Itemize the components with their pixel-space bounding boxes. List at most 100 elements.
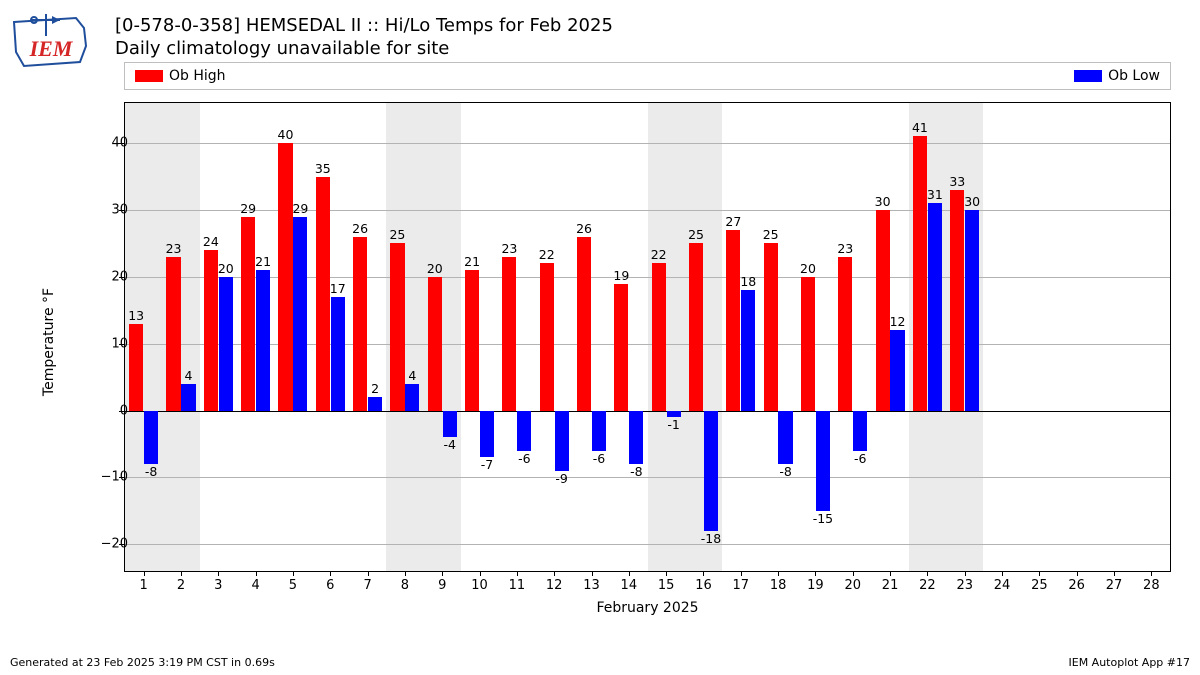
x-tickmark xyxy=(1114,571,1115,576)
bar-high-label: 20 xyxy=(800,261,816,276)
x-tick-label: 3 xyxy=(214,578,222,593)
x-tickmark xyxy=(442,571,443,576)
bar-high xyxy=(689,243,703,410)
bar-high xyxy=(316,177,330,411)
x-tickmark xyxy=(629,571,630,576)
x-tick-label: 21 xyxy=(882,578,899,593)
x-tickmark xyxy=(815,571,816,576)
bar-low xyxy=(517,411,531,451)
bar-low-label: 29 xyxy=(292,201,308,216)
bar-high xyxy=(353,237,367,411)
x-tick-label: 25 xyxy=(1031,578,1048,593)
bar-low-label: 31 xyxy=(927,187,943,202)
bar-low-label: 4 xyxy=(184,368,192,383)
bar-low xyxy=(890,330,904,410)
y-tick-label: 0 xyxy=(78,403,128,418)
bar-high xyxy=(465,270,479,410)
bar-low-label: 17 xyxy=(330,281,346,296)
x-tickmark xyxy=(778,571,779,576)
legend-swatch-high xyxy=(135,70,163,82)
bar-low-label: 21 xyxy=(255,254,271,269)
x-tick-label: 20 xyxy=(844,578,861,593)
x-tick-label: 5 xyxy=(289,578,297,593)
x-tickmark xyxy=(1151,571,1152,576)
bar-high-label: 33 xyxy=(949,174,965,189)
bar-high xyxy=(764,243,778,410)
bar-low xyxy=(928,203,942,410)
x-tick-label: 6 xyxy=(326,578,334,593)
bar-high xyxy=(204,250,218,410)
x-tickmark xyxy=(592,571,593,576)
bar-high-label: 35 xyxy=(315,161,331,176)
x-tick-label: 8 xyxy=(401,578,409,593)
bar-high-label: 25 xyxy=(389,227,405,242)
x-tickmark xyxy=(853,571,854,576)
y-axis-label: Temperature °F xyxy=(41,288,57,396)
x-tickmark xyxy=(256,571,257,576)
bar-high-label: 23 xyxy=(837,241,853,256)
logo-text: IEM xyxy=(29,36,74,61)
x-tickmark xyxy=(405,571,406,576)
bar-high-label: 23 xyxy=(501,241,517,256)
bar-low xyxy=(741,290,755,410)
x-tick-label: 10 xyxy=(471,578,488,593)
x-tick-label: 19 xyxy=(807,578,824,593)
y-tick-label: 10 xyxy=(78,336,128,351)
x-tick-label: 13 xyxy=(583,578,600,593)
x-tick-label: 7 xyxy=(363,578,371,593)
bar-high xyxy=(801,277,815,411)
bar-high-label: 26 xyxy=(576,221,592,236)
page: IEM [0-578-0-358] HEMSEDAL II :: Hi/Lo T… xyxy=(0,0,1200,675)
x-tickmark xyxy=(480,571,481,576)
bar-high xyxy=(540,263,554,410)
bar-low xyxy=(480,411,494,458)
bar-low xyxy=(181,384,195,411)
bar-low xyxy=(219,277,233,411)
x-tick-label: 23 xyxy=(956,578,973,593)
bar-high xyxy=(838,257,852,411)
x-tick-label: 11 xyxy=(509,578,526,593)
x-tick-label: 24 xyxy=(994,578,1011,593)
iem-logo: IEM xyxy=(6,6,96,76)
bar-high xyxy=(577,237,591,411)
bar-low-label: 20 xyxy=(218,261,234,276)
bar-low-label: 2 xyxy=(371,381,379,396)
title-line-2: Daily climatology unavailable for site xyxy=(115,37,613,60)
bar-low-label: -9 xyxy=(555,471,567,486)
y-tick-label: 20 xyxy=(78,269,128,284)
bar-low-label: -6 xyxy=(854,451,866,466)
axes: 13-8234242029214029351726225420-421-723-… xyxy=(124,102,1171,572)
x-tickmark xyxy=(965,571,966,576)
x-tick-label: 26 xyxy=(1068,578,1085,593)
bar-low-label: -8 xyxy=(779,464,791,479)
bar-high xyxy=(166,257,180,411)
bar-high-label: 22 xyxy=(539,247,555,262)
bar-low xyxy=(368,397,382,410)
bar-low xyxy=(704,411,718,531)
bar-low xyxy=(853,411,867,451)
bar-low-label: -1 xyxy=(667,417,679,432)
chart-title: [0-578-0-358] HEMSEDAL II :: Hi/Lo Temps… xyxy=(115,14,613,61)
x-tick-label: 12 xyxy=(546,578,563,593)
bar-low xyxy=(331,297,345,411)
x-tick-label: 17 xyxy=(733,578,750,593)
bar-high xyxy=(950,190,964,411)
x-tickmark xyxy=(368,571,369,576)
x-tick-label: 4 xyxy=(251,578,259,593)
legend-swatch-low xyxy=(1074,70,1102,82)
bar-low-label: -15 xyxy=(813,511,833,526)
bar-low xyxy=(293,217,307,411)
bar-high-label: 27 xyxy=(725,214,741,229)
bar-high-label: 20 xyxy=(427,261,443,276)
bar-high-label: 24 xyxy=(203,234,219,249)
x-tickmark xyxy=(330,571,331,576)
gridline xyxy=(125,411,1170,412)
bar-low xyxy=(816,411,830,511)
plot-area: Ob High Ob Low 13-8234242029214029351726… xyxy=(115,62,1180,622)
bar-low-label: -18 xyxy=(701,531,721,546)
bar-high xyxy=(129,324,143,411)
x-tickmark xyxy=(1002,571,1003,576)
bar-high-label: 19 xyxy=(613,268,629,283)
bar-low-label: -7 xyxy=(481,457,493,472)
bar-low xyxy=(144,411,158,464)
